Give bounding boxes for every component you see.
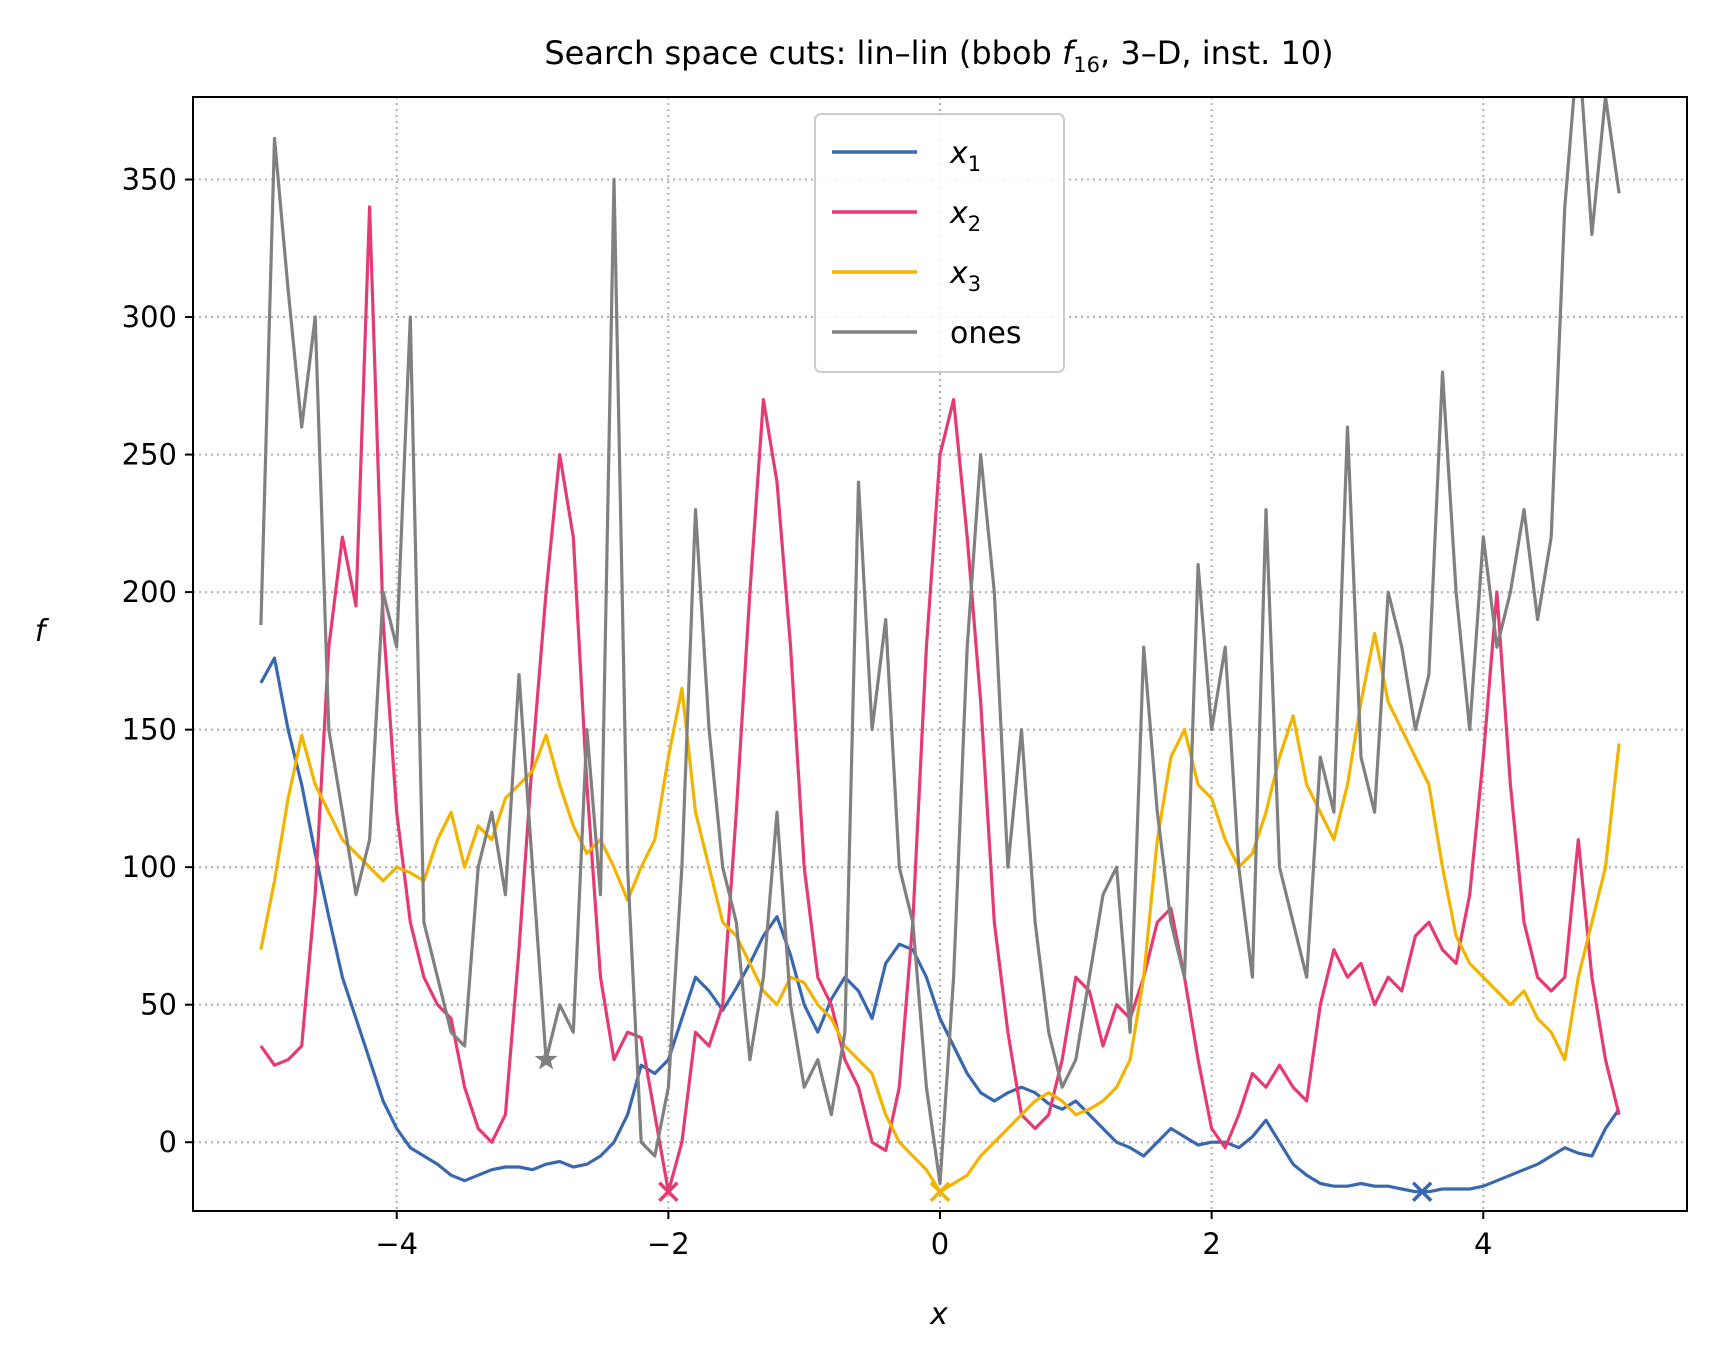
title-suffix: , 3–D, inst. 10) [1100, 34, 1334, 72]
y-axis-label: f [35, 614, 50, 649]
x-tick-label: −2 [647, 1227, 690, 1261]
legend-label-x3: x3 [949, 256, 981, 296]
x-tick-label: 0 [931, 1227, 949, 1261]
title-func-sub: 16 [1073, 53, 1100, 77]
minimum-marker-x3 [929, 1181, 951, 1202]
chart-title: Search space cuts: lin–lin (bbob f16, 3–… [544, 34, 1333, 77]
minimum-marker-x1 [1411, 1181, 1433, 1202]
marker-layer [534, 1047, 1433, 1202]
x-tick-label: −4 [375, 1227, 418, 1261]
x-tick-label: 2 [1202, 1227, 1220, 1261]
y-tick-label: 350 [122, 163, 177, 197]
series-line-x2 [259, 205, 1621, 1194]
y-tick-label: 150 [122, 713, 177, 747]
y-tick-label: 100 [122, 850, 177, 884]
star-marker-ones [534, 1047, 558, 1070]
x-axis-ticks: −4 −2 0 2 4 [375, 1211, 1492, 1261]
y-axis-ticks: 0 50 100 150 200 250 300 350 [122, 163, 193, 1159]
series-line-x1 [259, 656, 1621, 1194]
legend-label-x1: x1 [949, 136, 981, 176]
y-tick-label: 50 [140, 988, 177, 1022]
legend-label-x2: x2 [949, 196, 981, 236]
series-line-x3 [259, 631, 1621, 1194]
title-prefix: Search space cuts: lin–lin (bbob [544, 34, 1062, 72]
minimum-marker-x2 [658, 1181, 679, 1202]
y-tick-label: 250 [122, 438, 177, 472]
y-tick-label: 200 [122, 575, 177, 609]
y-tick-label: 0 [159, 1125, 177, 1159]
series-line-ones [259, 97, 1621, 1186]
legend: x1 x2 x3 ones [814, 113, 1065, 373]
legend-box [814, 113, 1065, 373]
y-tick-label: 300 [122, 300, 177, 334]
x-axis-label: x [929, 1297, 948, 1332]
x-tick-label: 4 [1474, 1227, 1492, 1261]
legend-label-ones: ones [950, 316, 1021, 351]
